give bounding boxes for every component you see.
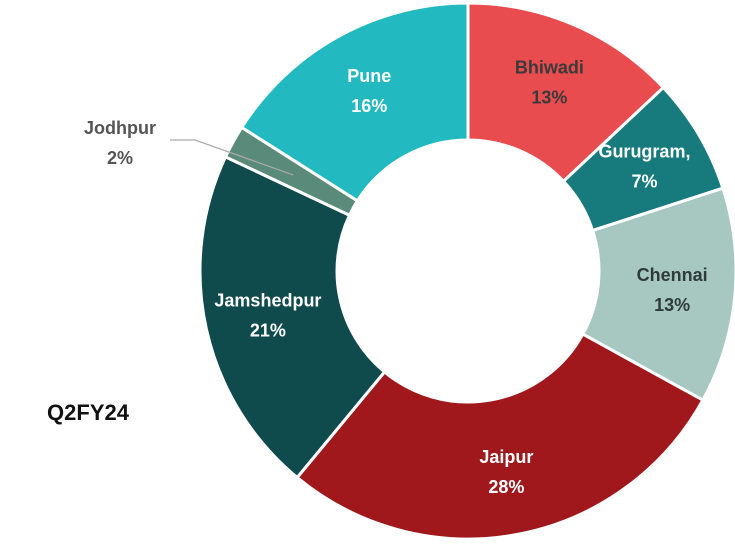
chart-title: Q2FY24 bbox=[47, 400, 130, 425]
donut-slice bbox=[466, 1, 666, 184]
slice-label: Jaipur bbox=[479, 447, 533, 467]
slice-value-label: 16% bbox=[351, 96, 387, 116]
slice-value-label: 2% bbox=[107, 148, 133, 168]
donut-slice bbox=[239, 1, 470, 203]
slice-label: Bhiwadi bbox=[515, 58, 584, 78]
slice-value-label: 13% bbox=[531, 88, 567, 108]
slice-label: Pune bbox=[347, 66, 391, 86]
slice-label: Jodhpur bbox=[84, 118, 156, 138]
slice-value-label: 7% bbox=[631, 171, 657, 191]
slice-label: Jamshedpur bbox=[214, 290, 321, 310]
slice-label: Gurugram, bbox=[598, 141, 690, 161]
donut-slice bbox=[580, 186, 735, 403]
slice-label: Chennai bbox=[637, 265, 708, 285]
donut-slice bbox=[295, 332, 705, 541]
slice-value-label: 13% bbox=[654, 295, 690, 315]
slice-value-label: 21% bbox=[250, 320, 286, 340]
slice-value-label: 28% bbox=[488, 477, 524, 497]
leader-line bbox=[170, 139, 294, 176]
donut-slice bbox=[198, 154, 387, 480]
